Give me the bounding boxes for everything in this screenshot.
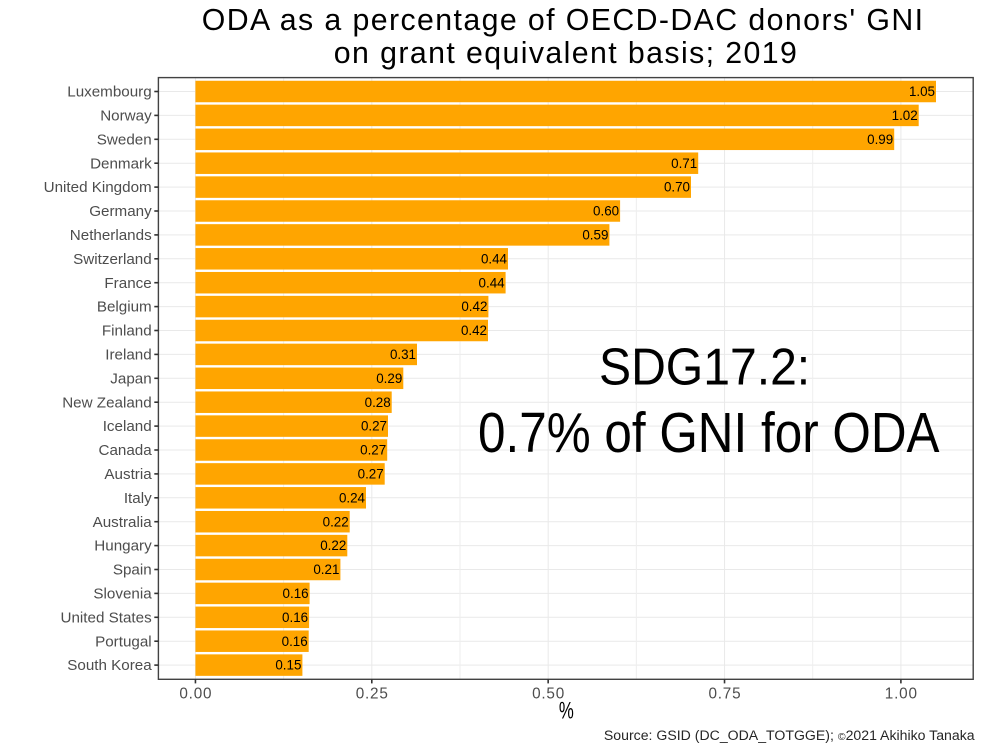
svg-text:0.27: 0.27 [361,419,387,434]
svg-text:Japan: Japan [110,370,151,387]
svg-text:Netherlands: Netherlands [70,227,152,244]
svg-text:0.59: 0.59 [582,228,608,243]
svg-text:on grant equivalent basis; 201: on grant equivalent basis; 2019 [334,37,799,70]
svg-text:SDG17.2:: SDG17.2: [599,338,810,396]
svg-text:Source: GSID (DC_ODA_TOTGGE);: Source: GSID (DC_ODA_TOTGGE); ©2021 Akih… [604,727,975,743]
svg-text:0.27: 0.27 [358,467,384,482]
svg-text:New Zealand: New Zealand [62,394,152,411]
svg-text:Switzerland: Switzerland [73,251,152,268]
svg-text:0.15: 0.15 [275,658,301,673]
svg-text:0.75: 0.75 [708,686,741,703]
svg-text:0.22: 0.22 [320,538,346,553]
svg-text:Canada: Canada [98,442,152,459]
svg-text:0.70: 0.70 [664,180,690,195]
svg-text:United States: United States [61,609,153,626]
svg-text:Luxembourg: Luxembourg [67,84,151,101]
svg-text:Belgium: Belgium [97,299,152,316]
svg-text:0.25: 0.25 [356,686,389,703]
svg-text:0.16: 0.16 [282,610,308,625]
svg-text:1.05: 1.05 [909,84,935,99]
svg-text:0.44: 0.44 [481,251,508,266]
svg-text:Sweden: Sweden [97,131,152,148]
svg-text:0.44: 0.44 [479,275,506,290]
svg-text:Austria: Austria [104,466,152,483]
svg-text:0.42: 0.42 [461,323,487,338]
svg-text:Hungary: Hungary [94,538,152,555]
svg-text:0.50: 0.50 [532,686,565,703]
svg-text:0.16: 0.16 [283,586,309,601]
svg-text:Spain: Spain [113,562,152,579]
svg-text:Portugal: Portugal [95,633,152,650]
svg-text:Norway: Norway [100,108,152,125]
svg-text:0.7% of GNI for ODA: 0.7% of GNI for ODA [478,402,940,465]
svg-text:Slovenia: Slovenia [93,586,152,603]
svg-text:0.99: 0.99 [867,132,893,147]
svg-text:%: % [559,698,574,725]
svg-text:0.42: 0.42 [461,299,487,314]
svg-text:0.00: 0.00 [179,686,212,703]
svg-text:0.22: 0.22 [323,514,349,529]
svg-text:0.31: 0.31 [390,347,416,362]
svg-text:Italy: Italy [124,490,152,507]
svg-text:0.24: 0.24 [339,490,366,505]
svg-text:0.60: 0.60 [593,204,619,219]
svg-text:Iceland: Iceland [103,418,152,435]
svg-text:United Kingdom: United Kingdom [44,179,152,196]
svg-text:0.29: 0.29 [376,371,402,386]
svg-text:Ireland: Ireland [105,347,151,364]
svg-text:1.02: 1.02 [892,108,918,123]
svg-text:ODA as a percentage of OECD-DA: ODA as a percentage of OECD-DAC donors' … [202,4,925,37]
svg-text:Germany: Germany [89,203,152,220]
svg-text:France: France [104,275,151,292]
svg-text:0.16: 0.16 [282,634,308,649]
svg-text:1.00: 1.00 [885,686,918,703]
svg-text:0.71: 0.71 [671,156,697,171]
svg-text:South Korea: South Korea [67,657,152,674]
svg-text:0.27: 0.27 [360,443,386,458]
svg-text:Australia: Australia [93,514,153,531]
svg-text:0.28: 0.28 [365,395,391,410]
svg-text:Denmark: Denmark [90,155,152,172]
svg-text:0.21: 0.21 [313,562,339,577]
svg-text:Finland: Finland [102,323,152,340]
